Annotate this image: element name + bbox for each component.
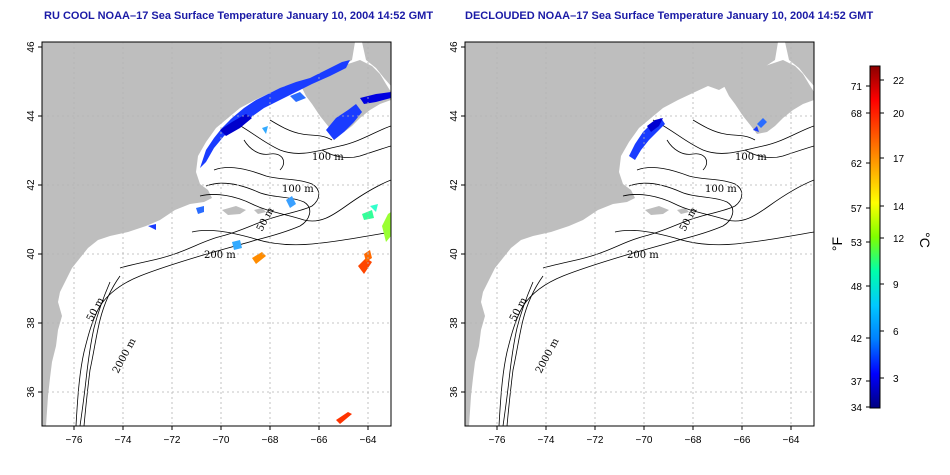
colorbar-ticks: 71 68 62 57 53 48 42 37 34 22 20 17 14 12 9 6 3: [851, 76, 905, 414]
left-lat-tick-label: 46: [26, 41, 37, 53]
left-map-title: RU COOL NOAA–17 Sea Surface Temperature …: [44, 10, 434, 22]
left-map-contours: [75, 119, 391, 426]
right-contour-label-100m-a: 100 m: [735, 152, 767, 163]
right-lon-tick-label: −66: [734, 435, 751, 446]
right-lat-tick-label: 38: [449, 317, 460, 329]
right-contour-label-200m: 200 m: [627, 250, 659, 261]
left-lat-tick-label: 40: [26, 248, 37, 260]
right-lon-tick-label: −76: [489, 435, 506, 446]
colorbar-f-tick-label: 71: [851, 82, 863, 93]
left-lon-tick-label: −76: [66, 435, 83, 446]
left-contour-label-200m: 200 m: [204, 250, 236, 261]
right-lat-tick-label: 44: [449, 110, 460, 122]
colorbar-f-tick-label: 62: [851, 159, 863, 170]
left-contour-label-100m-b: 100 m: [282, 184, 314, 195]
right-contour-label-100m-b: 100 m: [705, 184, 737, 195]
celsius-unit-label: °C: [917, 232, 933, 248]
left-lon-tick-label: −72: [164, 435, 181, 446]
colorbar-c-tick-label: 20: [893, 109, 905, 120]
right-map-title: DECLOUDED NOAA–17 Sea Surface Temperatur…: [465, 10, 874, 22]
colorbar-c-tick-label: 6: [893, 327, 899, 338]
left-lon-tick-label: −74: [115, 435, 132, 446]
right-lon-tick-label: −74: [538, 435, 555, 446]
left-map-grid: [42, 42, 391, 426]
colorbar-f-tick-label: 34: [851, 403, 863, 414]
colorbar-f-tick-label: 42: [851, 334, 863, 345]
left-lat-tick-label: 38: [26, 317, 37, 329]
colorbar-c-tick-label: 14: [893, 202, 905, 213]
fahrenheit-unit-label: °F: [829, 237, 845, 251]
colorbar-f-tick-label: 48: [851, 282, 863, 293]
right-map-contours: [498, 119, 814, 426]
colorbar-c-tick-label: 9: [893, 280, 899, 291]
left-lon-tick-label: −70: [213, 435, 230, 446]
left-map-frame: [41, 41, 392, 427]
map-axis-ticks: −76 −74 −72 −70 −68 −66 −64 36 38 40 42 44 46 −76 −74 −…: [26, 41, 800, 446]
right-map-sst-pixels: [629, 118, 767, 160]
right-lon-tick-label: −70: [636, 435, 653, 446]
colorbar-f-tick-label: 68: [851, 109, 863, 120]
right-lat-tick-label: 42: [449, 179, 460, 191]
left-lat-tick-label: 44: [26, 110, 37, 122]
colorbar-f-tick-label: 57: [851, 204, 863, 215]
right-lon-tick-label: −68: [685, 435, 702, 446]
colorbar-c-tick-label: 3: [893, 374, 899, 385]
left-map-sst-pixels: [148, 60, 391, 424]
right-map-panel: 100 m 100 m 50 m 200 m 50 m 2000 m: [464, 41, 815, 427]
colorbar-c-tick-label: 12: [893, 234, 905, 245]
colorbar-scale: [869, 65, 881, 409]
right-lat-tick-label: 46: [449, 41, 460, 53]
colorbar-c-tick-label: 17: [893, 154, 905, 165]
colorbar-f-tick-label: 37: [851, 377, 863, 388]
left-lat-tick-label: 42: [26, 179, 37, 191]
colorbar-c-tick-label: 22: [893, 76, 905, 87]
left-lon-tick-label: −68: [262, 435, 279, 446]
right-lon-tick-label: −72: [587, 435, 604, 446]
right-lat-tick-label: 36: [449, 386, 460, 398]
left-lon-tick-label: −64: [360, 435, 377, 446]
right-lon-tick-label: −64: [783, 435, 800, 446]
left-lon-tick-label: −66: [311, 435, 328, 446]
right-lat-tick-label: 40: [449, 248, 460, 260]
left-map-panel: 100 m 100 m 50 m 200 m 50 m 2000 m: [41, 41, 392, 427]
colorbar-f-tick-label: 53: [851, 238, 863, 249]
right-map-frame: [464, 41, 815, 427]
left-lat-tick-label: 36: [26, 386, 37, 398]
sst-colorbar: 71 68 62 57 53 48 42 37 34 22 20 17 14 12 9 6 3 °F °C: [829, 65, 933, 414]
left-contour-label-100m-a: 100 m: [312, 152, 344, 163]
right-map-grid: [465, 42, 814, 426]
